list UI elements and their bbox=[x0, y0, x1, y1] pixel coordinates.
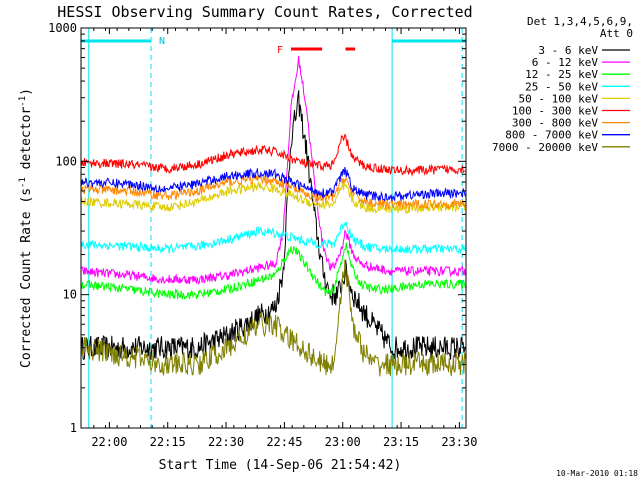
night-annotation: N bbox=[159, 36, 165, 47]
x-tick-label: 23:00 bbox=[325, 435, 361, 449]
legend-label: 12 - 25 keV bbox=[525, 68, 598, 81]
legend-header-detectors: Det 1,3,4,5,6,9, bbox=[527, 15, 633, 28]
y-axis-ticks: 1 10 100 1000 bbox=[48, 21, 466, 435]
x-tick-label: 22:30 bbox=[208, 435, 244, 449]
series-line bbox=[80, 180, 466, 215]
y-tick-label: 1 bbox=[70, 421, 77, 435]
legend-label: 300 - 800 keV bbox=[512, 117, 598, 130]
series-line bbox=[80, 55, 466, 285]
flare-indicators: NF bbox=[159, 36, 356, 56]
x-tick-label: 22:00 bbox=[91, 435, 127, 449]
y-axis-label: Corrected Count Rate (s-1 detector-1) bbox=[18, 88, 34, 368]
series-lines bbox=[80, 55, 466, 377]
y-axis-label-sup-2: -1 bbox=[18, 96, 28, 107]
series-line bbox=[80, 242, 466, 300]
x-axis-ticks: 22:00 22:15 22:30 22:45 23:00 23:15 23:30 bbox=[91, 28, 477, 449]
legend-label: 3 - 6 keV bbox=[538, 44, 598, 57]
series-line bbox=[80, 221, 466, 255]
series-line bbox=[80, 167, 466, 202]
legend-label: 50 - 100 keV bbox=[519, 92, 599, 105]
night-indicators bbox=[81, 28, 466, 428]
series-line bbox=[80, 133, 466, 177]
legend-label: 800 - 7000 keV bbox=[505, 129, 598, 142]
y-axis-label-main: Corrected Count Rate (s bbox=[19, 188, 34, 368]
legend-label: 6 - 12 keV bbox=[532, 56, 599, 69]
x-tick-label: 22:15 bbox=[150, 435, 186, 449]
y-tick-label: 10 bbox=[63, 288, 77, 302]
x-tick-label: 23:30 bbox=[441, 435, 477, 449]
series-line bbox=[80, 173, 466, 211]
x-tick-label: 22:45 bbox=[266, 435, 302, 449]
legend-label: 25 - 50 keV bbox=[525, 80, 598, 93]
flare-annotation: F bbox=[277, 45, 283, 56]
legend-label: 100 - 300 keV bbox=[512, 105, 598, 118]
timestamp: 10-Mar-2010 01:18 bbox=[556, 469, 638, 478]
series-line bbox=[80, 259, 466, 377]
y-tick-label: 1000 bbox=[48, 21, 77, 35]
legend-header-attenuator: Att 0 bbox=[600, 27, 633, 40]
x-tick-label: 23:15 bbox=[383, 435, 419, 449]
legend-label: 7000 - 20000 keV bbox=[492, 141, 598, 154]
y-axis-label-mid: detector bbox=[19, 107, 34, 178]
x-axis-label: Start Time (14-Sep-06 21:54:42) bbox=[159, 458, 402, 473]
y-tick-label: 100 bbox=[55, 154, 77, 168]
plot-frame bbox=[80, 27, 467, 429]
series-line bbox=[80, 90, 466, 361]
chart-title: HESSI Observing Summary Count Rates, Cor… bbox=[57, 3, 472, 21]
y-axis-label-end: ) bbox=[19, 88, 34, 96]
y-axis-label-sup-1: -1 bbox=[18, 177, 28, 188]
